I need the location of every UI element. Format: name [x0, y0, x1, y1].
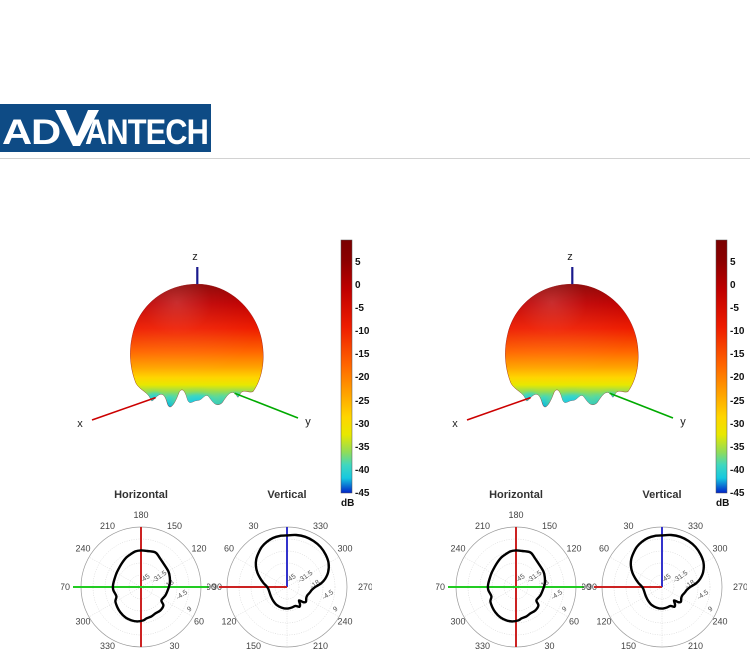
svg-text:330: 330: [100, 641, 115, 650]
svg-text:z: z: [192, 251, 198, 263]
svg-text:210: 210: [475, 521, 490, 531]
svg-text:120: 120: [597, 616, 612, 626]
svg-text:180: 180: [133, 510, 148, 520]
svg-text:210: 210: [100, 521, 115, 531]
svg-text:30: 30: [544, 641, 554, 650]
svg-text:y: y: [305, 416, 311, 428]
svg-text:30: 30: [624, 521, 634, 531]
svg-text:y: y: [680, 416, 686, 428]
svg-text:240: 240: [450, 543, 465, 553]
svg-text:240: 240: [75, 543, 90, 553]
svg-text:-4.5: -4.5: [175, 589, 189, 602]
svg-text:270: 270: [358, 582, 372, 592]
svg-text:300: 300: [338, 543, 353, 553]
svg-text:300: 300: [450, 616, 465, 626]
svg-text:240: 240: [713, 616, 728, 626]
svg-text:9: 9: [708, 605, 715, 613]
svg-text:60: 60: [599, 543, 609, 553]
svg-text:90: 90: [207, 582, 216, 592]
svg-text:x: x: [452, 418, 458, 430]
svg-text:330: 330: [313, 521, 328, 531]
svg-text:z: z: [567, 251, 573, 263]
svg-text:210: 210: [313, 641, 328, 650]
svg-text:270: 270: [61, 582, 70, 592]
svg-text:Horizontal: Horizontal: [489, 489, 543, 501]
svg-text:60: 60: [194, 616, 204, 626]
svg-text:120: 120: [191, 543, 206, 553]
svg-text:120: 120: [566, 543, 581, 553]
svg-text:-4.5: -4.5: [550, 589, 564, 602]
svg-text:60: 60: [569, 616, 579, 626]
svg-text:60: 60: [224, 543, 234, 553]
svg-text:180: 180: [508, 510, 523, 520]
svg-text:AD: AD: [2, 113, 60, 152]
svg-text:90: 90: [582, 582, 591, 592]
svg-text:Vertical: Vertical: [268, 489, 307, 501]
svg-text:330: 330: [475, 641, 490, 650]
svg-text:150: 150: [246, 641, 261, 650]
svg-text:30: 30: [169, 641, 179, 650]
svg-text:9: 9: [333, 605, 340, 613]
svg-text:240: 240: [338, 616, 353, 626]
svg-text:-4.5: -4.5: [697, 589, 711, 602]
svg-text:Vertical: Vertical: [643, 489, 682, 501]
svg-text:300: 300: [75, 616, 90, 626]
svg-text:150: 150: [167, 521, 182, 531]
svg-text:Horizontal: Horizontal: [114, 489, 168, 501]
svg-text:270: 270: [436, 582, 445, 592]
svg-text:x: x: [77, 418, 83, 430]
svg-text:9: 9: [186, 605, 193, 613]
svg-text:150: 150: [542, 521, 557, 531]
svg-text:-4.5: -4.5: [322, 589, 336, 602]
svg-text:210: 210: [688, 641, 703, 650]
svg-text:300: 300: [713, 543, 728, 553]
svg-text:150: 150: [621, 641, 636, 650]
svg-text:9: 9: [561, 605, 568, 613]
svg-text:ANTECH: ANTECH: [85, 113, 208, 152]
svg-text:330: 330: [688, 521, 703, 531]
svg-text:270: 270: [733, 582, 747, 592]
svg-text:30: 30: [249, 521, 259, 531]
svg-text:120: 120: [222, 616, 237, 626]
